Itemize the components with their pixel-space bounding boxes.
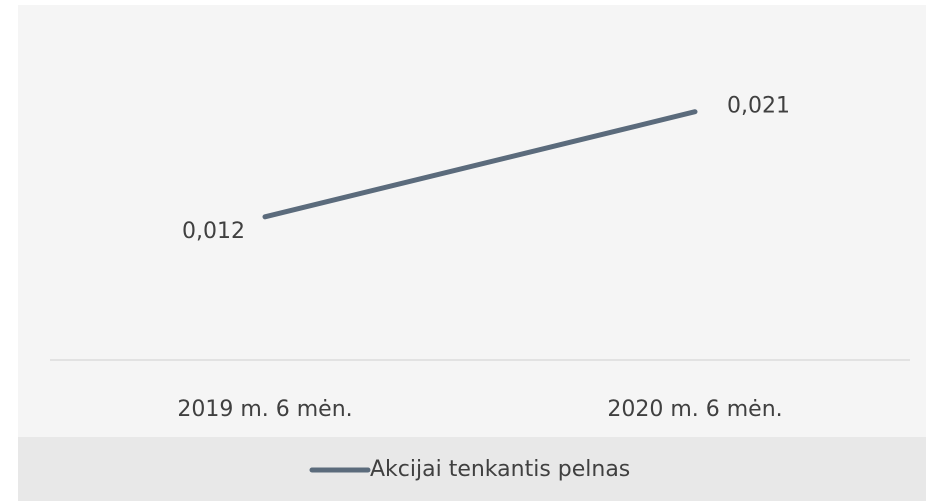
x-tick-label: 2020 m. 6 mėn.	[607, 397, 782, 422]
legend-label: Akcijai tenkantis pelnas	[370, 457, 630, 482]
legend-background	[18, 437, 926, 501]
x-tick-label: 2019 m. 6 mėn.	[177, 397, 352, 422]
data-label: 0,021	[727, 94, 790, 119]
line	[262, 109, 698, 220]
plot-background	[18, 5, 926, 437]
data-label: 0,012	[182, 219, 245, 244]
